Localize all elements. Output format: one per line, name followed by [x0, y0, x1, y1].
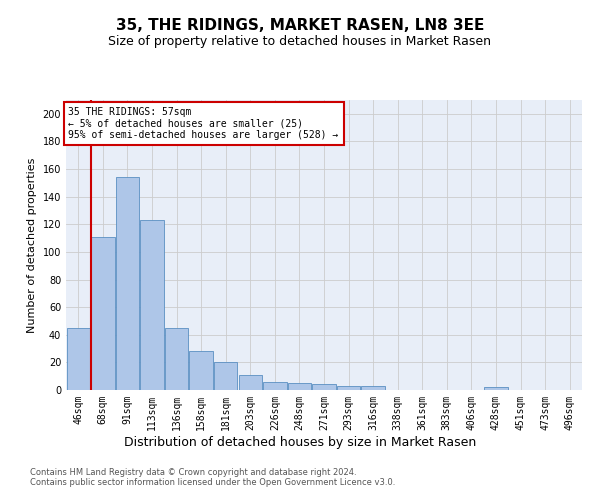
Bar — [288, 383, 311, 390]
Text: 35, THE RIDINGS, MARKET RASEN, LN8 3EE: 35, THE RIDINGS, MARKET RASEN, LN8 3EE — [116, 18, 484, 32]
Y-axis label: Number of detached properties: Number of detached properties — [27, 158, 37, 332]
Bar — [239, 375, 262, 390]
Text: Contains public sector information licensed under the Open Government Licence v3: Contains public sector information licen… — [30, 478, 395, 487]
Bar — [165, 328, 188, 390]
Bar — [91, 236, 115, 390]
Bar — [337, 386, 360, 390]
Bar — [313, 384, 335, 390]
Bar — [214, 362, 238, 390]
Bar — [484, 387, 508, 390]
Bar — [190, 352, 213, 390]
Text: Distribution of detached houses by size in Market Rasen: Distribution of detached houses by size … — [124, 436, 476, 449]
Text: Contains HM Land Registry data © Crown copyright and database right 2024.: Contains HM Land Registry data © Crown c… — [30, 468, 356, 477]
Text: 35 THE RIDINGS: 57sqm
← 5% of detached houses are smaller (25)
95% of semi-detac: 35 THE RIDINGS: 57sqm ← 5% of detached h… — [68, 107, 339, 140]
Text: Size of property relative to detached houses in Market Rasen: Size of property relative to detached ho… — [109, 35, 491, 48]
Bar — [263, 382, 287, 390]
Bar — [140, 220, 164, 390]
Bar — [361, 386, 385, 390]
Bar — [67, 328, 90, 390]
Bar — [116, 178, 139, 390]
